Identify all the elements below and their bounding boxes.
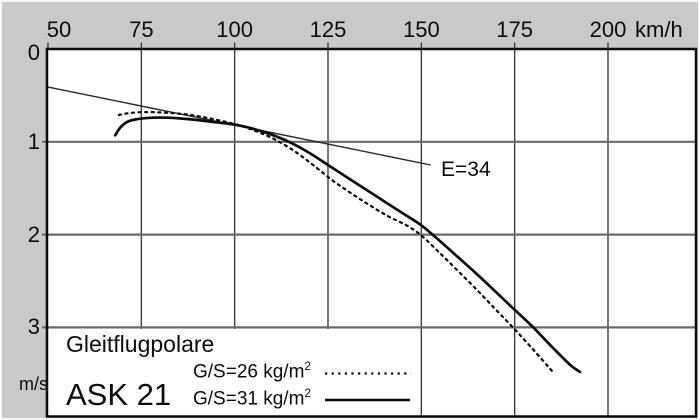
legend-entry-wing-loading-26: G/S=26 kg/m2: [193, 360, 311, 383]
x-tick-label-150: 150: [402, 17, 440, 42]
polar-curve-31: [113, 116, 582, 374]
y-axis-unit-label: m/s: [19, 374, 48, 394]
x-tick-label-100: 100: [216, 17, 254, 42]
legend-label: G/S=31 kg/m: [193, 388, 305, 410]
legend-superscript: 2: [304, 387, 311, 400]
x-axis-unit-label: km/h: [635, 17, 683, 42]
chart-title: Gleitflugpolare: [66, 331, 215, 357]
x-tick-label-200: 200: [589, 17, 627, 42]
legend-label: G/S=26 kg/m: [193, 361, 305, 383]
y-tick-label-1: 1: [27, 128, 40, 154]
polar-curve-26: [117, 110, 554, 373]
glide-ratio-annotation: E=34: [441, 158, 491, 181]
x-tick-label-125: 125: [309, 17, 347, 42]
x-tick-label-175: 175: [496, 17, 534, 42]
y-tick-label-0: 0: [27, 40, 40, 65]
aircraft-name: ASK 21: [66, 377, 172, 412]
x-tick-label-50: 50: [46, 17, 72, 42]
x-tick-label-75: 75: [129, 17, 154, 42]
y-tick-label-2: 2: [27, 221, 40, 247]
legend-superscript: 2: [304, 360, 311, 373]
y-tick-label-3: 3: [27, 314, 40, 340]
legend-entry-wing-loading-31: G/S=31 kg/m2: [193, 387, 311, 410]
